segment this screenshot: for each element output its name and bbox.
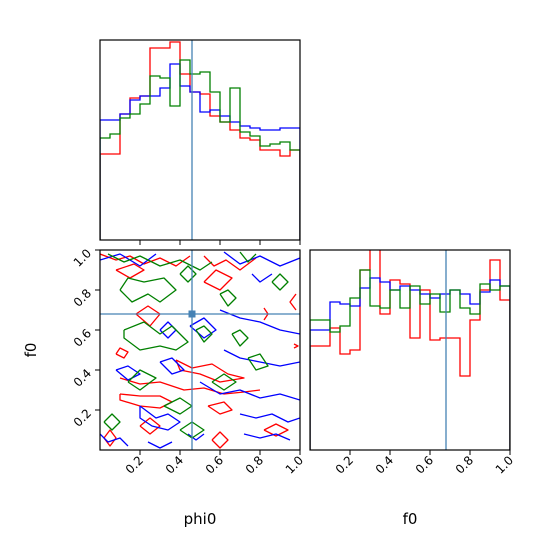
hist-f0-series-0 [310, 250, 510, 450]
contour-series-0-path-2 [115, 263, 145, 279]
hist-phi0-series-1 [100, 63, 300, 240]
hist-phi0-series-group [100, 41, 300, 240]
contour-y-tick-label-1: 0.4 [71, 366, 94, 389]
contour-series-1-path-3 [219, 309, 300, 335]
hist-phi0-series-2 [100, 59, 300, 240]
hist-phi0-panel [99, 39, 301, 245]
hist-f0-ticks: 0.2 0.4 0.6 0.8 1.0 [333, 450, 516, 477]
contour-series-2-path-13 [231, 329, 249, 347]
contour-series-1-path-4 [223, 349, 300, 367]
contour-y-ticks: 0.2 0.4 0.6 0.8 1.0 [71, 246, 100, 430]
hist-f0-x-tick-label-4: 1.0 [493, 453, 516, 476]
hist-f0-series-2 [310, 269, 510, 450]
hist-f0-frame [309, 249, 511, 451]
contour-series-2-path-11 [247, 353, 269, 371]
contour-series-1-path-9 [239, 413, 300, 423]
y-axis-label-f0: f0 [22, 343, 40, 358]
hist-f0-panel: 0.2 0.4 0.6 0.8 1.0 [309, 249, 516, 477]
contour-series-2-path-7 [127, 369, 157, 391]
contour-series-2-path-6 [195, 325, 213, 343]
hist-f0-x-tick-label-3: 0.8 [453, 453, 476, 476]
contour-series-1-path-6 [159, 357, 185, 375]
contour-series-0-path-7 [119, 377, 261, 395]
contour-series-1-path-11 [100, 433, 129, 447]
hist-phi0-frame [99, 39, 301, 241]
hist-f0-x-tick-label-1: 0.4 [373, 453, 396, 476]
contour-series-2-path-3 [179, 265, 197, 283]
contour-series-1-path-14 [159, 321, 177, 339]
contour-series-2-path-12 [271, 273, 289, 291]
contour-series-2-path-5 [123, 321, 189, 351]
contour-series-0-path-13 [211, 431, 229, 449]
hist-f0-x-tick-label-0: 0.2 [333, 453, 356, 476]
x-axis-label-phi0: phi0 [184, 510, 217, 528]
contour-frame [99, 249, 301, 451]
contour-series-2-path-4 [219, 289, 237, 307]
contour-series-0-path-14 [289, 293, 297, 311]
truth-marker [188, 310, 196, 318]
contour-series-2-path-8 [103, 413, 121, 431]
hist-f0-series-group [310, 250, 510, 450]
contour-y-tick-label-2: 0.6 [71, 326, 94, 349]
contour-panel: 0.2 0.4 0.6 0.8 1.0 0.2 0.4 0.6 0.8 1.0 [71, 246, 306, 476]
contour-series-group [100, 251, 300, 449]
contour-series-2-path-0 [107, 253, 213, 271]
contour-series-0-path-9 [207, 401, 233, 415]
contour-series-1-path-8 [139, 405, 181, 431]
contour-series-1-path-7 [199, 381, 300, 401]
contour-y-tick-label-0: 0.2 [71, 406, 94, 429]
contour-series-2-path-10 [179, 421, 205, 439]
contour-series-2-path-2 [119, 277, 177, 303]
contour-x-tick-label-1: 0.4 [163, 453, 186, 476]
contour-series-0-path-12 [103, 429, 117, 447]
contour-series-1-path-1 [223, 251, 300, 267]
contour-series-2-path-14 [211, 373, 237, 391]
hist-phi0-ticks [139, 240, 301, 245]
x-axis-label-f0: f0 [403, 510, 418, 528]
contour-series-0-path-4 [135, 305, 161, 327]
contour-series-0-path-10 [263, 423, 289, 437]
contour-series-1-path-5 [115, 365, 141, 381]
contour-series-0-path-15 [293, 343, 299, 349]
contour-x-ticks: 0.2 0.4 0.6 0.8 1.0 [123, 450, 306, 477]
contour-series-0-path-1 [203, 255, 257, 271]
contour-series-1-path-2 [189, 317, 217, 339]
contour-series-0-path-6 [175, 359, 245, 383]
contour-x-tick-label-2: 0.6 [203, 453, 226, 476]
contour-series-2-path-1 [239, 251, 257, 263]
contour-x-tick-label-3: 0.8 [243, 453, 266, 476]
contour-series-0-path-3 [203, 269, 233, 291]
contour-series-0-path-11 [139, 417, 161, 435]
contour-y-tick-label-3: 0.8 [71, 286, 94, 309]
contour-series-1-path-12 [147, 441, 173, 449]
contour-series-1-path-10 [243, 433, 291, 441]
contour-series-0-path-5 [115, 347, 129, 359]
contour-series-1-path-15 [251, 273, 273, 283]
contour-x-tick-label-0: 0.2 [123, 453, 146, 476]
contour-series-1-path-13 [187, 433, 205, 441]
contour-x-tick-label-4: 1.0 [283, 453, 306, 476]
hist-f0-x-tick-label-2: 0.6 [413, 453, 436, 476]
contour-series-0-path-0 [100, 253, 191, 267]
contour-y-tick-label-4: 1.0 [71, 246, 94, 269]
